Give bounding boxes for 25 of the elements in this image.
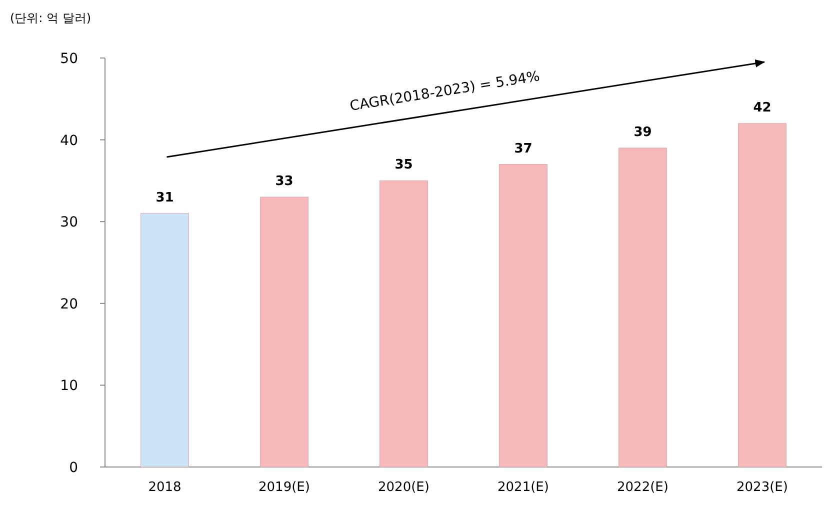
bar [618, 148, 667, 468]
y-tick-label: 40 [60, 132, 78, 149]
x-tick-label: 2022(E) [617, 480, 668, 495]
x-tick-label: 2019(E) [258, 480, 310, 495]
data-label: 35 [394, 158, 413, 173]
data-label: 31 [156, 190, 174, 206]
x-tick-label: 2020(E) [378, 480, 430, 495]
data-label: 33 [275, 174, 294, 190]
x-tick-label: 2023(E) [736, 480, 788, 495]
x-tick-label: 2021(E) [498, 480, 549, 495]
bar [499, 164, 548, 468]
y-tick-label: 10 [60, 378, 78, 394]
y-tick-label: 20 [60, 296, 78, 312]
data-label: 37 [514, 141, 532, 156]
y-axis-title: (단위: 억 달러) [10, 11, 92, 25]
bar [260, 196, 308, 468]
bar [140, 213, 189, 468]
x-tick-label: 2018 [148, 480, 182, 495]
data-label: 39 [634, 124, 652, 140]
bar [738, 123, 786, 468]
data-label: 42 [753, 100, 772, 116]
bar [380, 180, 428, 468]
y-tick-label: 50 [60, 51, 78, 67]
y-tick-label: 30 [60, 214, 78, 231]
y-tick-label: 0 [69, 460, 78, 476]
